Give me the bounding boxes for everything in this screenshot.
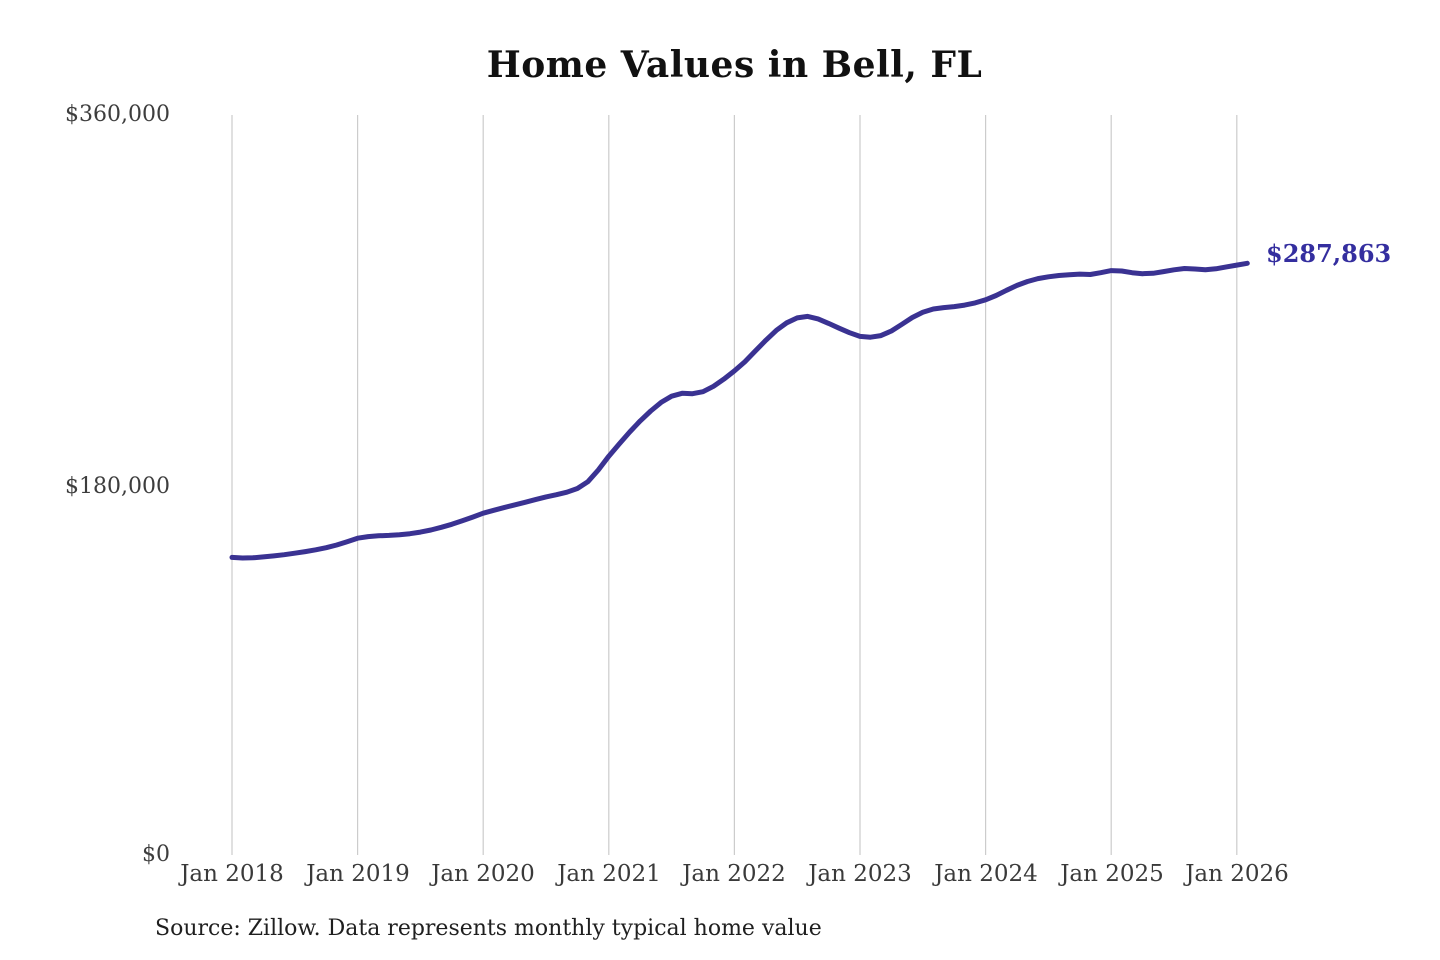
y-tick-label-360000: $360,000 bbox=[65, 102, 170, 127]
chart-title: Home Values in Bell, FL bbox=[486, 44, 983, 86]
x-tick-label-jan-2024: Jan 2024 bbox=[934, 861, 1038, 887]
x-tick-label-jan-2025: Jan 2025 bbox=[1060, 861, 1164, 887]
x-tick-label-jan-2019: Jan 2019 bbox=[306, 861, 410, 887]
x-tick-label-jan-2026: Jan 2026 bbox=[1185, 861, 1289, 887]
latest-value-label: $287,863 bbox=[1266, 239, 1392, 268]
x-tick-label-jan-2021: Jan 2021 bbox=[557, 861, 661, 887]
x-tick-label-jan-2018: Jan 2018 bbox=[180, 861, 284, 887]
source-note: Source: Zillow. Data represents monthly … bbox=[155, 916, 822, 941]
home-values-line bbox=[229, 260, 1250, 561]
x-tick-label-jan-2022: Jan 2022 bbox=[682, 861, 786, 887]
y-tick-label-180000: $180,000 bbox=[65, 474, 170, 499]
x-tick-label-jan-2023: Jan 2023 bbox=[808, 861, 912, 887]
y-tick-label-0: $0 bbox=[142, 842, 170, 867]
x-tick-label-jan-2020: Jan 2020 bbox=[431, 861, 535, 887]
